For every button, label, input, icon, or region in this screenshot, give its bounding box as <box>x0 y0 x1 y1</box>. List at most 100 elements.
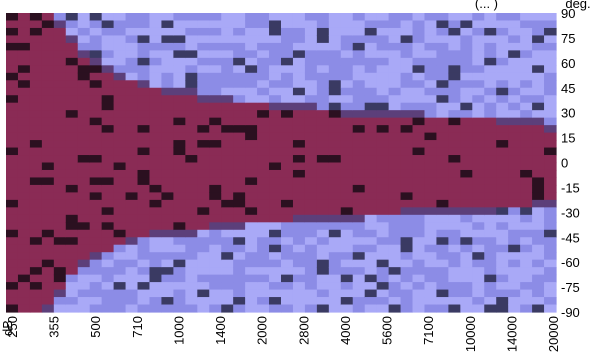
heatmap-cell <box>328 229 342 238</box>
heatmap-cell <box>424 244 438 253</box>
heatmap-cell <box>197 132 210 141</box>
heatmap-cell <box>137 155 151 164</box>
heatmap-cell <box>113 207 127 216</box>
heatmap-cell <box>185 244 198 253</box>
heatmap-cell <box>161 42 174 51</box>
heatmap-cell <box>316 267 330 276</box>
heatmap-cell <box>532 282 545 291</box>
heatmap-cell <box>448 184 461 193</box>
heatmap-cell <box>281 13 294 22</box>
heatmap-cell <box>304 87 318 96</box>
heatmap-cell <box>245 192 258 201</box>
heatmap-cell <box>328 184 342 193</box>
heatmap-cell <box>89 20 103 29</box>
heatmap-cell <box>29 274 43 283</box>
heatmap-cell <box>77 289 91 298</box>
heatmap-cell <box>472 237 485 246</box>
heatmap-cell <box>508 13 521 22</box>
heatmap-cell <box>484 169 497 179</box>
heatmap-cell <box>340 297 354 306</box>
heatmap-cell <box>292 199 306 208</box>
heatmap-cell <box>544 140 557 149</box>
heatmap-cell <box>113 282 127 291</box>
heatmap-cell <box>292 42 306 51</box>
heatmap-cell <box>269 13 282 22</box>
heatmap-cell <box>400 244 414 253</box>
heatmap-cell <box>29 237 43 246</box>
heatmap-cell <box>376 282 390 291</box>
heatmap-cell <box>185 267 198 276</box>
heatmap-cell <box>412 177 426 186</box>
heatmap-cell <box>125 87 139 96</box>
heatmap-cell <box>292 214 306 223</box>
heatmap-cell <box>137 147 151 156</box>
heatmap-cell <box>472 192 485 201</box>
heatmap-cell <box>245 50 258 59</box>
heatmap-cell <box>113 169 127 179</box>
heatmap-cell <box>364 162 378 171</box>
heatmap-cell <box>221 177 234 186</box>
heatmap-cell <box>41 297 55 306</box>
heatmap-cell <box>484 199 497 208</box>
heatmap-cell <box>257 304 270 313</box>
heatmap-cell <box>448 229 461 238</box>
heatmap-cell <box>113 297 127 306</box>
heatmap-cell <box>185 274 198 283</box>
heatmap-cell <box>101 125 115 134</box>
heatmap-cell <box>460 282 473 291</box>
heatmap-cell <box>316 244 330 253</box>
heatmap-cell <box>77 117 91 126</box>
heatmap-cell <box>17 207 31 216</box>
heatmap-cell <box>77 20 91 29</box>
heatmap-cell <box>125 27 139 37</box>
heatmap-cell <box>221 140 234 149</box>
heatmap-cell <box>257 267 270 276</box>
heatmap-cell <box>113 65 127 74</box>
heatmap-cell <box>532 87 545 96</box>
heatmap-cell <box>340 27 354 37</box>
heatmap-cell <box>125 192 139 201</box>
heatmap-cell <box>544 50 557 59</box>
heatmap-cell <box>6 147 19 156</box>
heatmap-cell <box>221 252 234 261</box>
heatmap-cell <box>376 297 390 306</box>
heatmap-cell <box>340 237 354 246</box>
heatmap-cell <box>6 13 19 22</box>
heatmap-cell <box>412 140 426 149</box>
heatmap-cell <box>77 50 91 59</box>
heatmap-cell <box>496 222 509 231</box>
heatmap-cell <box>65 110 79 119</box>
heatmap-cell <box>6 259 19 268</box>
heatmap-cell <box>113 95 127 104</box>
heatmap-cell <box>77 87 91 96</box>
heatmap-cell <box>65 20 79 29</box>
heatmap-cell <box>161 27 174 37</box>
heatmap-cell <box>185 65 198 74</box>
heatmap-cell <box>281 80 294 89</box>
heatmap-cell <box>352 207 366 216</box>
heatmap-cell <box>77 207 91 216</box>
heatmap-cell <box>89 207 103 216</box>
heatmap-cell <box>269 199 282 208</box>
heatmap-cell <box>376 80 390 89</box>
heatmap-cell <box>161 35 174 44</box>
heatmap-cell <box>472 177 485 186</box>
heatmap-cell <box>77 155 91 164</box>
heatmap-cell <box>388 132 402 141</box>
heatmap-cell <box>496 184 509 193</box>
heatmap-cell <box>161 289 174 298</box>
heatmap-cell <box>6 252 19 261</box>
x-tick-label: 14000 <box>504 316 519 352</box>
heatmap-cell <box>41 274 55 283</box>
heatmap-cell <box>376 184 390 193</box>
heatmap-cell <box>412 214 426 223</box>
heatmap-cell <box>125 289 139 298</box>
heatmap-cell <box>161 282 174 291</box>
heatmap-cell <box>328 267 342 276</box>
heatmap-cell <box>328 237 342 246</box>
heatmap-cell <box>364 252 378 261</box>
heatmap-cell <box>292 57 306 66</box>
heatmap-cell <box>436 132 449 141</box>
heatmap-cell <box>101 20 115 29</box>
heatmap-cell <box>53 282 67 291</box>
